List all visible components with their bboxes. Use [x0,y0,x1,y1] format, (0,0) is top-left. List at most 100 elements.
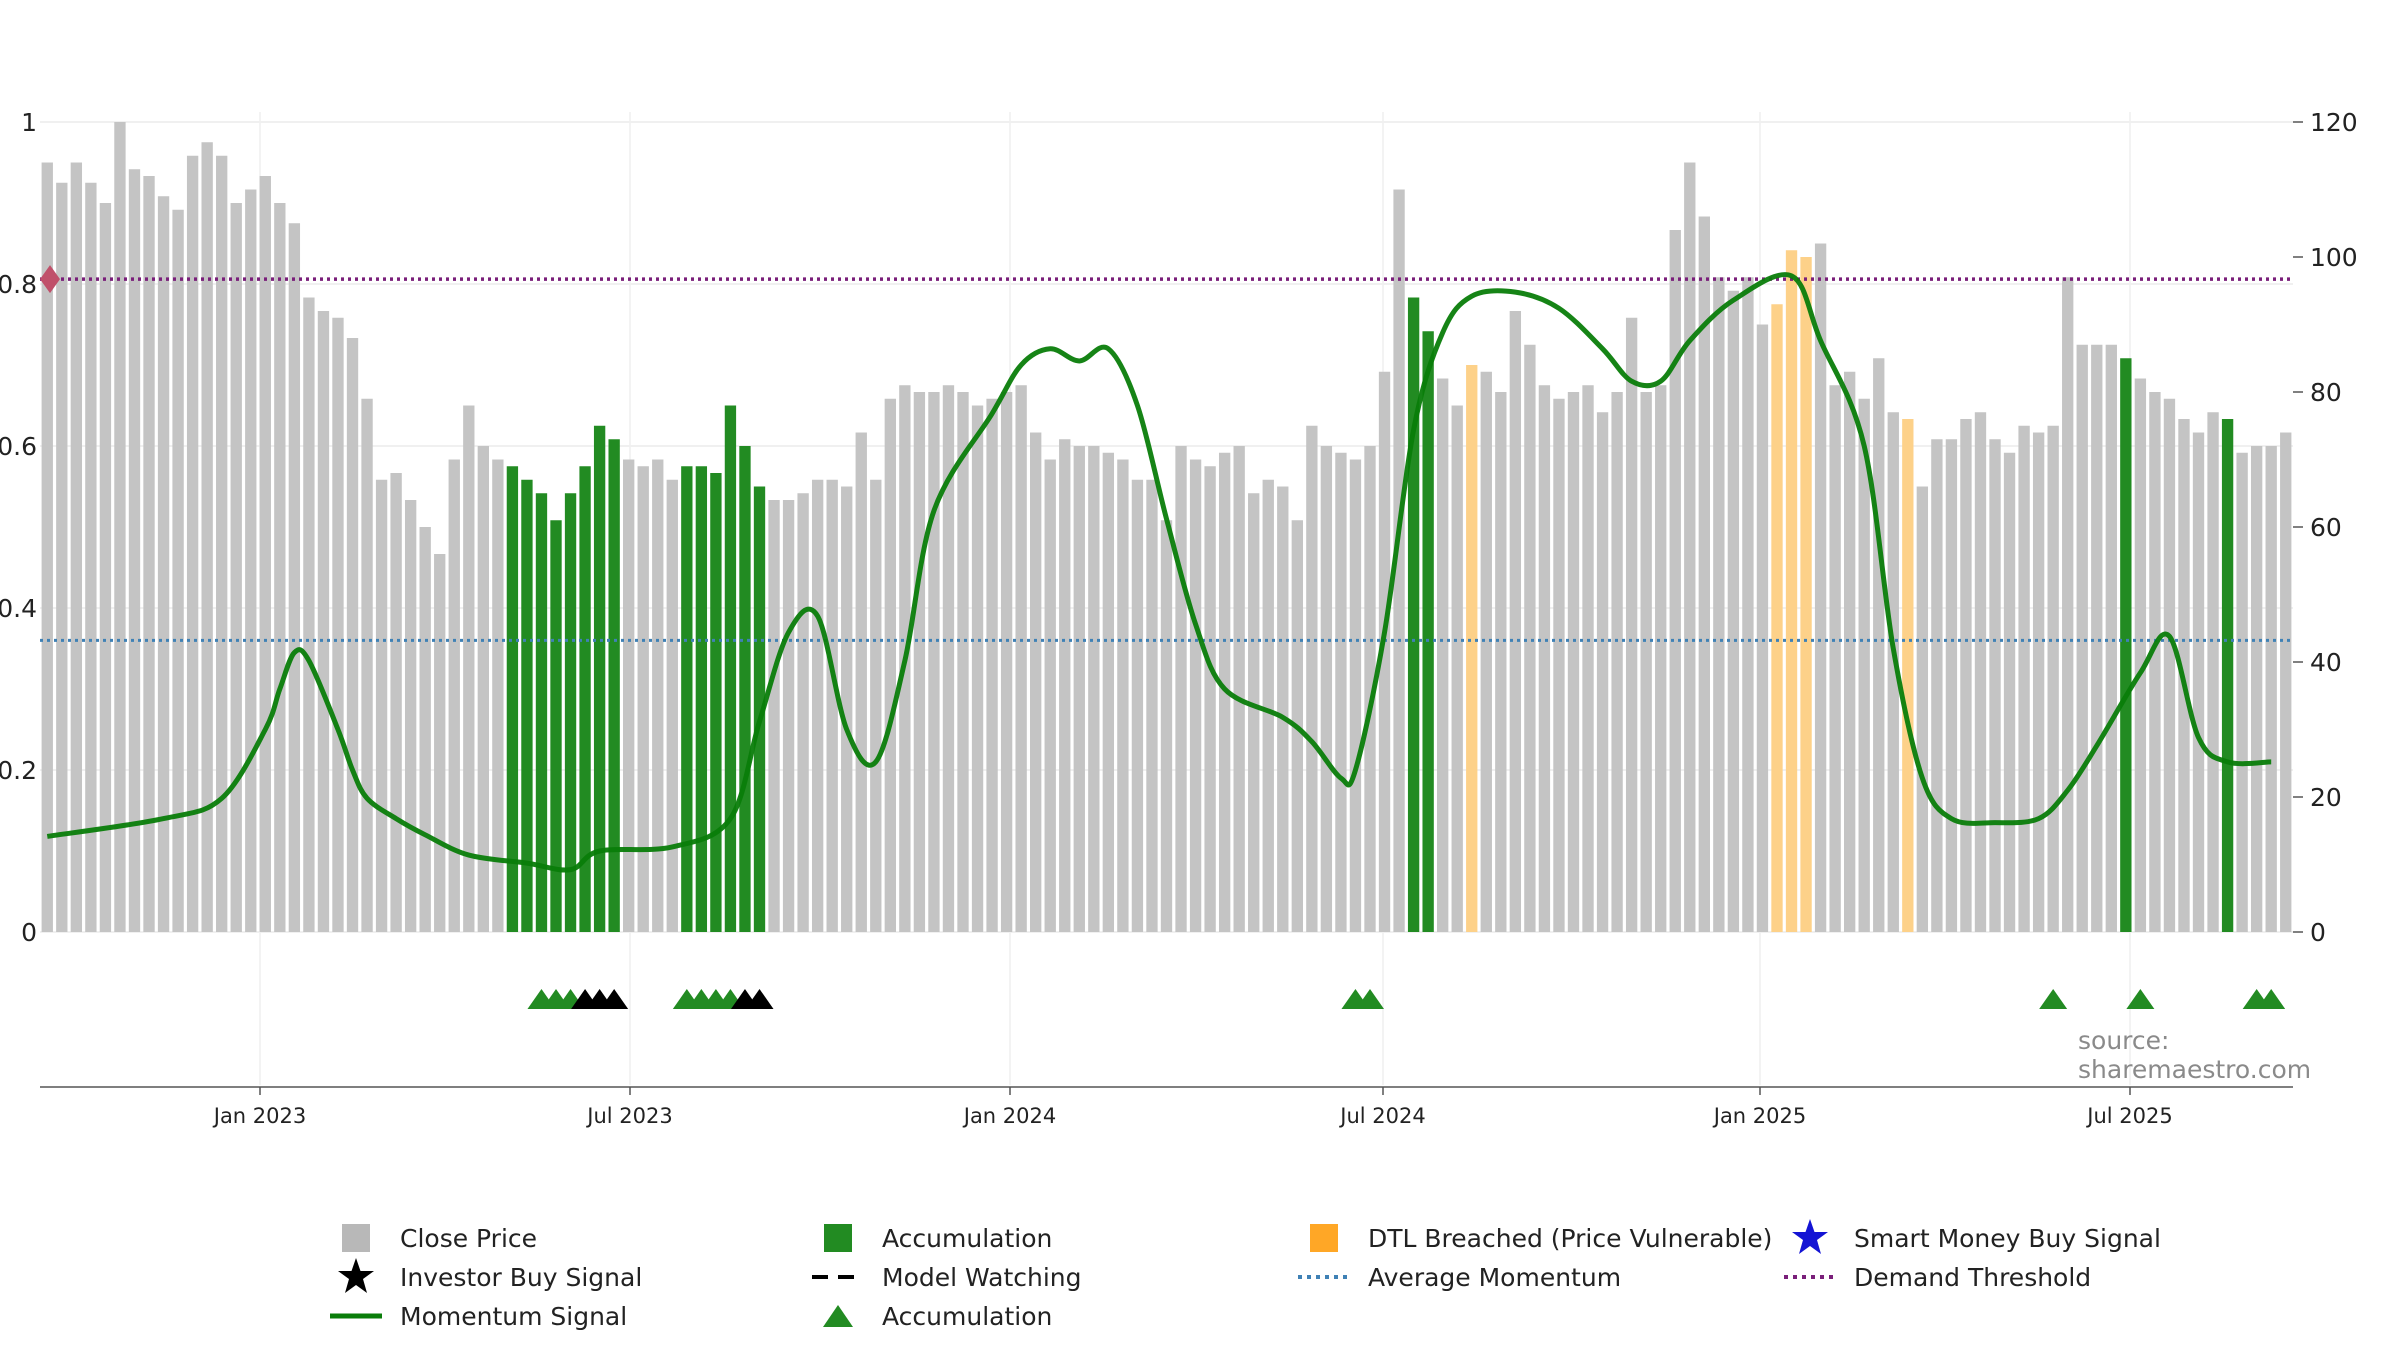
price-bar [841,486,853,932]
axes: Jan 2023 Jul 2023 Jan 2024 Jul 2024 Jan 2025… [0,108,2358,1128]
legend-accumulation-triangle-icon [812,1300,864,1332]
legend-accumulation-swatch [812,1222,864,1254]
price-bar [768,500,780,932]
price-bar [1102,452,1115,932]
price-bar [1974,412,1987,932]
legend-momentum-signal-icon [330,1300,382,1332]
price-bar [1059,439,1071,932]
price-bar [2192,432,2205,932]
legend-close-price-label: Close Price [400,1223,538,1253]
price-bar [1262,479,1274,932]
price-bar [797,493,809,932]
price-bar [2265,446,2277,932]
price-bar [1015,385,1027,932]
price-bar [782,500,795,932]
price-bar [1233,446,1245,932]
reference-lines [40,265,2293,642]
price-bar [913,392,926,932]
price-bar [855,432,867,932]
right-tick-label: 20 [2310,783,2342,812]
legend-momentum-signal: Momentum Signal [330,1300,627,1332]
price-bar [492,459,504,932]
x-tick-label: Jul 2025 [2085,1104,2172,1128]
legend-average-momentum: Average Momentum [1298,1261,1621,1293]
price-bar [695,466,708,932]
price-bar [506,466,519,932]
price-bar [1902,419,1914,932]
price-bar [1756,324,1769,932]
price-bar [56,182,68,932]
price-bar [1335,452,1347,932]
price-bar [157,196,170,932]
momentum-signal-path [46,272,2272,873]
price-bar [870,479,882,932]
price-bar [1422,331,1434,932]
price-bar [652,459,664,932]
legend-close-price: Close Price [330,1222,537,1254]
x-tick-label: Jan 2024 [962,1104,1057,1128]
accumulation-triangle-icon [2039,989,2068,1009]
price-bar [1582,385,1594,932]
price-bar [564,493,577,932]
legend-smart-money: Smart Money Buy Signal [1784,1219,2161,1254]
price-bar [986,398,998,932]
price-bar [1829,385,1841,932]
price-bar [2207,412,2219,932]
price-bar [390,473,402,932]
legend-demand-threshold-icon [1784,1261,1836,1293]
price-bar [419,527,431,932]
investor-buy-triangle-icon [745,989,774,1009]
price-bar [1538,385,1551,932]
price-bar [1044,459,1056,932]
price-bar [463,405,475,932]
left-tick-label: 0.6 [0,432,37,461]
price-bar [434,554,446,932]
price-bar [1248,493,1260,932]
price-bar [1655,385,1667,932]
price-bar [2003,452,2016,932]
price-bar [99,203,112,932]
legend-close-price-swatch [330,1222,382,1254]
legend-model-watching: Model Watching [812,1261,1082,1293]
price-bar [1524,344,1536,932]
source-credit: source: sharemaestro.com [2078,1026,2312,1084]
legend-dtl-swatch [1298,1222,1350,1254]
accumulation-triangle-icon [2126,989,2155,1009]
price-bar [1466,365,1478,932]
right-tick-label: 0 [2310,918,2326,947]
legend-smart-money-icon [1784,1219,1836,1254]
price-bar [521,479,533,932]
price-bar [681,466,693,932]
legend-investor-buy-icon [330,1258,382,1293]
signal-markers [527,989,2286,1009]
left-tick-label: 1 [21,108,37,137]
price-bar [724,405,737,932]
price-bar [971,405,984,932]
price-bar [1960,419,1972,932]
price-bar [1073,446,1085,932]
price-bar [739,446,751,932]
price-bar [1785,250,1798,932]
x-tick-label: Jan 2025 [1712,1104,1807,1128]
price-bar [1742,277,1754,932]
price-bar [201,142,213,932]
legend-accumulation-label: Accumulation [882,1223,1053,1253]
x-tick-label: Jul 2024 [1338,1104,1425,1128]
demand-threshold-marker-icon [40,265,60,294]
legend-demand-threshold-label: Demand Threshold [1854,1262,2092,1292]
price-bar [2221,419,2234,932]
price-bar [1931,439,1943,932]
legend-investor-buy: Investor Buy Signal [330,1258,643,1293]
price-bar [317,311,330,932]
price-bar [114,122,126,932]
right-tick-label: 100 [2310,243,2358,272]
right-tick-label: 40 [2310,648,2342,677]
price-bar [375,479,388,932]
accumulation-triangle-icon [2257,989,2286,1009]
price-bar [41,162,53,932]
legend-investor-buy-label: Investor Buy Signal [400,1262,643,1292]
legend-model-watching-label: Model Watching [882,1262,1082,1292]
price-bar [2280,432,2292,932]
price-bar [332,317,344,932]
price-bar [1945,439,1958,932]
